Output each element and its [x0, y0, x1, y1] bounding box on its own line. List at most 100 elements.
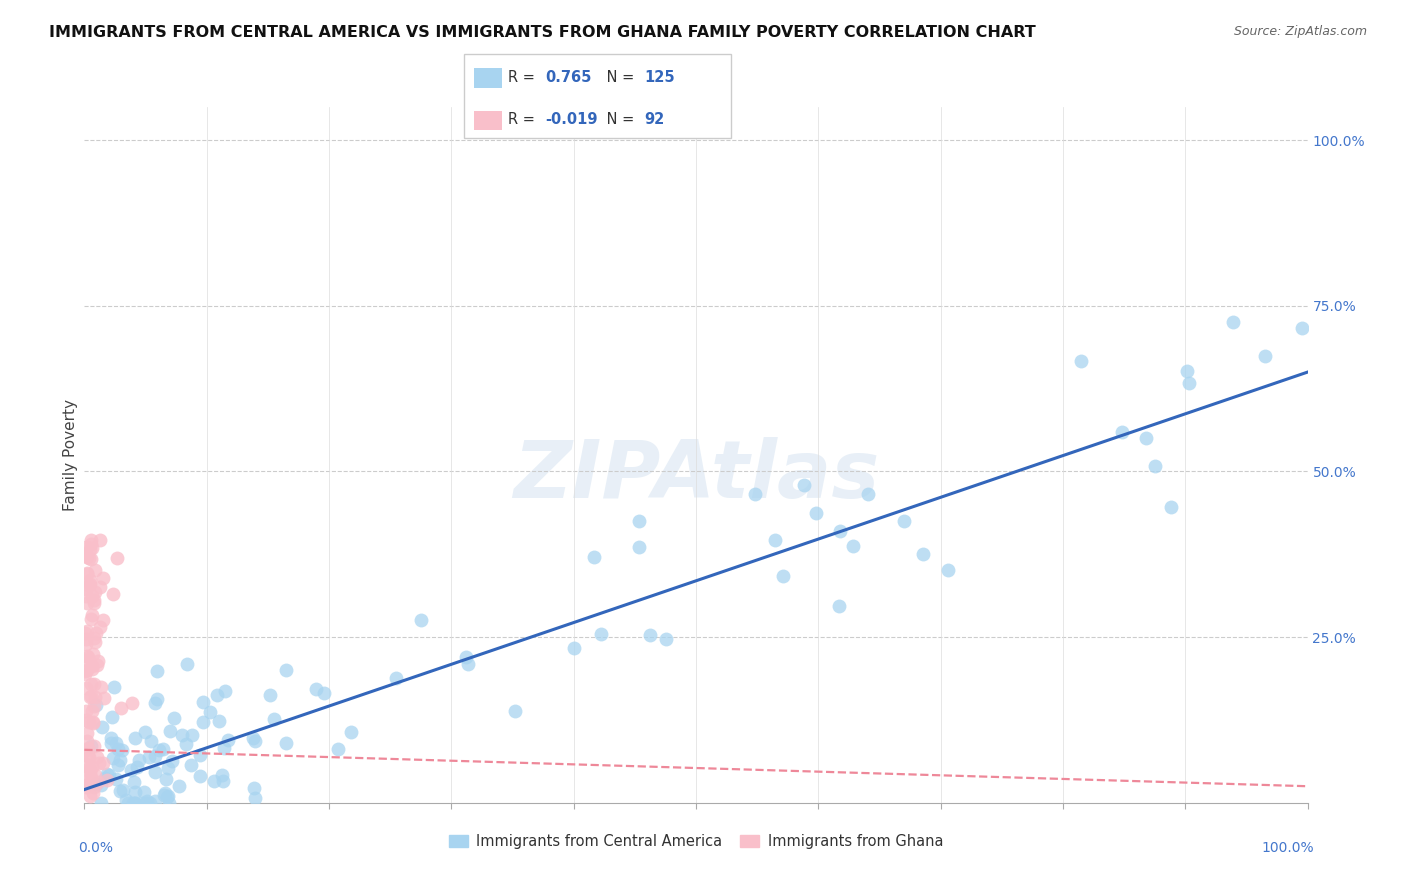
Point: [79, 577, 101, 591]
Point: [128, 754, 150, 768]
Point: [80, 760, 103, 774]
Point: [136, 795, 159, 809]
Point: [103, 680, 125, 694]
Point: [83, 698, 105, 713]
Point: [84, 768, 107, 782]
Point: [339, 724, 361, 739]
Point: [828, 524, 851, 539]
Point: [1291, 321, 1313, 335]
Point: [79, 765, 101, 780]
Point: [188, 769, 211, 783]
Point: [148, 743, 170, 757]
Legend: Immigrants from Central America, Immigrants from Ghana: Immigrants from Central America, Immigra…: [443, 828, 949, 855]
Point: [75, 713, 97, 727]
Point: [1135, 431, 1157, 445]
Point: [589, 626, 612, 640]
Point: [87, 774, 110, 789]
Point: [1070, 353, 1092, 368]
Point: [411, 613, 433, 627]
Point: [314, 686, 336, 700]
Point: [75, 548, 97, 562]
Point: [190, 747, 212, 762]
Point: [79, 690, 101, 705]
Point: [744, 487, 766, 501]
Point: [582, 550, 605, 565]
Point: [162, 711, 184, 725]
Point: [80, 677, 103, 691]
Point: [75, 681, 97, 696]
Point: [87, 654, 110, 668]
Point: [110, 753, 132, 767]
Point: [76, 566, 98, 580]
Point: [124, 775, 146, 789]
Point: [83, 596, 105, 610]
Point: [77, 551, 100, 566]
Text: ZIPAtlas: ZIPAtlas: [513, 437, 879, 515]
Point: [143, 794, 166, 808]
Point: [305, 682, 328, 697]
Point: [82, 715, 104, 730]
Point: [82, 779, 104, 793]
Point: [655, 632, 678, 647]
Point: [80, 662, 103, 676]
Point: [385, 671, 408, 685]
Point: [83, 593, 105, 607]
Point: [73, 664, 96, 678]
Point: [124, 785, 146, 799]
Point: [138, 796, 160, 810]
Point: [103, 587, 125, 601]
Point: [170, 728, 193, 742]
Point: [1178, 376, 1201, 390]
Point: [114, 793, 136, 807]
Text: R =: R =: [508, 112, 538, 128]
Point: [86, 749, 108, 764]
Point: [110, 783, 132, 797]
Point: [75, 582, 97, 597]
Point: [638, 628, 661, 642]
Point: [117, 796, 139, 810]
Point: [82, 715, 104, 730]
Point: [84, 626, 107, 640]
Point: [76, 596, 98, 610]
Point: [75, 632, 97, 646]
Point: [91, 756, 114, 770]
Point: [79, 573, 101, 587]
Point: [80, 541, 103, 555]
Point: [83, 563, 105, 577]
Point: [80, 608, 103, 623]
Point: [243, 733, 266, 747]
Point: [1111, 425, 1133, 440]
Point: [328, 741, 350, 756]
Point: [75, 589, 97, 603]
Point: [75, 637, 97, 651]
Point: [76, 726, 98, 740]
Point: [104, 772, 127, 787]
Point: [134, 785, 156, 799]
Point: [212, 773, 235, 788]
Text: 0.765: 0.765: [546, 70, 592, 85]
Point: [111, 743, 134, 757]
Point: [77, 578, 100, 592]
Point: [145, 664, 167, 678]
Point: [101, 750, 124, 764]
Point: [80, 770, 103, 784]
Point: [143, 764, 166, 779]
Text: N =: N =: [602, 70, 638, 85]
Point: [93, 571, 115, 585]
Point: [80, 659, 103, 673]
Point: [93, 772, 115, 786]
Point: [1177, 364, 1199, 378]
Point: [83, 780, 105, 794]
Point: [84, 777, 107, 791]
Point: [193, 695, 215, 709]
Point: [83, 676, 105, 690]
Point: [138, 750, 160, 764]
Point: [858, 487, 880, 501]
Point: [75, 742, 97, 756]
Point: [84, 635, 107, 649]
Point: [73, 626, 96, 640]
Point: [105, 551, 128, 566]
Point: [1222, 315, 1244, 329]
Point: [75, 549, 97, 564]
Point: [121, 796, 143, 810]
